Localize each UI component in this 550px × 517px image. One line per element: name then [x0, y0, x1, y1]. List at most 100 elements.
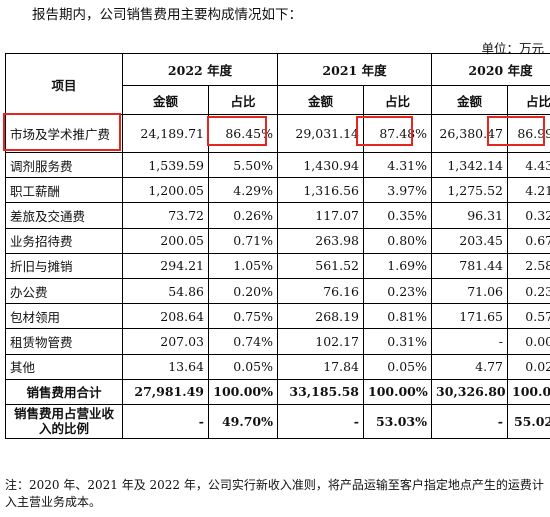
ratio-cell: 100.00%	[208, 378, 278, 405]
row-label: 调剂服务费	[5, 151, 123, 179]
amount-cell: 1,200.05	[122, 177, 209, 204]
ratio-cell: 0.02%	[507, 353, 550, 380]
year-header-2020: 2020 年度	[431, 53, 550, 86]
ratio-cell: 100.00%	[363, 378, 432, 405]
ratio-header: 占比	[363, 85, 432, 115]
table-row: 职工薪酬 1,200.05 4.29% 1,316.56 3.97% 1,275…	[5, 177, 550, 204]
table-row: 办公费 54.86 0.20% 76.16 0.23% 71.06 0.23%	[5, 277, 550, 305]
row-label: 差旅及交通费	[5, 202, 123, 229]
total-label: 销售费用合计	[5, 378, 123, 405]
ratio-cell: 86.99%	[507, 114, 550, 153]
row-label: 折旧与摊销	[5, 252, 123, 279]
amount-cell: 1,342.14	[431, 151, 508, 179]
amount-cell: 208.64	[122, 303, 209, 330]
ratio-cell: 4.31%	[363, 151, 432, 179]
table-row: 其他 13.64 0.05% 17.84 0.05% 4.77 0.02%	[5, 353, 550, 380]
amount-cell: 54.86	[122, 277, 209, 305]
amount-cell: 24,189.71	[122, 114, 209, 153]
ratio-cell: 100.00%	[507, 378, 550, 405]
amount-cell: 200.05	[122, 227, 209, 254]
ratio-cell: 3.97%	[363, 177, 432, 204]
amount-cell: -	[277, 403, 364, 439]
amount-cell: 102.17	[277, 328, 364, 355]
row-label: 包材领用	[5, 303, 123, 330]
row-label: 市场及学术推广费	[5, 114, 123, 153]
amount-cell: 117.07	[277, 202, 364, 229]
ratio-cell: 87.48%	[363, 114, 432, 153]
ratio-cell: 0.75%	[208, 303, 278, 330]
amount-cell: 33,185.58	[277, 378, 364, 405]
ratio-cell: 4.43%	[507, 151, 550, 179]
amount-cell: 1,430.94	[277, 151, 364, 179]
row-label: 职工薪酬	[5, 177, 123, 204]
footnote: 注：2020 年、2021 年及 2022 年，公司实行新收入准则，将产品运输至…	[5, 478, 544, 509]
ratio-cell: 49.70%	[208, 403, 278, 439]
amount-cell: -	[122, 403, 209, 439]
revenue-ratio-label: 销售费用占营业收入的比例	[5, 403, 123, 439]
amount-cell: 76.16	[277, 277, 364, 305]
amount-cell: 294.21	[122, 252, 209, 279]
ratio-header: 占比	[208, 85, 278, 115]
year-header-2022: 2022 年度	[122, 53, 278, 86]
table-row: 市场及学术推广费 24,189.71 86.45% 29,031.14 87.4…	[5, 114, 550, 153]
ratio-cell: 53.03%	[363, 403, 432, 439]
amount-cell: 13.64	[122, 353, 209, 380]
ratio-cell: 86.45%	[208, 114, 278, 153]
revenue-ratio-row: 销售费用占营业收入的比例 - 49.70% - 53.03% - 55.02%	[5, 403, 550, 439]
table-row: 业务招待费 200.05 0.71% 263.98 0.80% 203.45 0…	[5, 227, 550, 254]
ratio-cell: 0.26%	[208, 202, 278, 229]
amount-cell: 71.06	[431, 277, 508, 305]
ratio-cell: 0.80%	[363, 227, 432, 254]
amount-cell: 29,031.14	[277, 114, 364, 153]
amount-cell: 73.72	[122, 202, 209, 229]
ratio-cell: 0.67%	[507, 227, 550, 254]
ratio-cell: 4.29%	[208, 177, 278, 204]
ratio-cell: 0.05%	[208, 353, 278, 380]
ratio-cell: 2.58%	[507, 252, 550, 279]
ratio-cell: 0.20%	[208, 277, 278, 305]
intro-text: 报告期内，公司销售费用主要构成情况如下：	[32, 7, 302, 23]
ratio-cell: 55.02%	[507, 403, 550, 439]
amount-header: 金额	[431, 85, 508, 115]
unit-label: 单位：万元	[481, 41, 544, 56]
amount-cell: -	[431, 403, 508, 439]
ratio-cell: 0.23%	[363, 277, 432, 305]
amount-cell: 1,539.59	[122, 151, 209, 179]
row-label: 其他	[5, 353, 123, 380]
ratio-cell: 0.00%	[507, 328, 550, 355]
amount-cell: 17.84	[277, 353, 364, 380]
amount-cell: 1,275.52	[431, 177, 508, 204]
ratio-cell: 0.81%	[363, 303, 432, 330]
ratio-cell: 4.21%	[507, 177, 550, 204]
ratio-cell: 0.71%	[208, 227, 278, 254]
ratio-header: 占比	[507, 85, 550, 115]
table-row: 包材领用 208.64 0.75% 268.19 0.81% 171.65 0.…	[5, 303, 550, 330]
amount-cell: 27,981.49	[122, 378, 209, 405]
amount-header: 金额	[277, 85, 364, 115]
ratio-cell: 0.05%	[363, 353, 432, 380]
amount-header: 金额	[122, 85, 209, 115]
ratio-cell: 0.32%	[507, 202, 550, 229]
amount-cell: 203.45	[431, 227, 508, 254]
sales-expense-table: 项目 2022 年度 2021 年度 2020 年度 金额 占比 金额 占比 金…	[5, 53, 550, 439]
amount-cell: 96.31	[431, 202, 508, 229]
amount-cell: 781.44	[431, 252, 508, 279]
ratio-cell: 1.69%	[363, 252, 432, 279]
ratio-cell: 0.23%	[507, 277, 550, 305]
total-row: 销售费用合计 27,981.49 100.00% 33,185.58 100.0…	[5, 378, 550, 405]
ratio-cell: 0.35%	[363, 202, 432, 229]
table-row: 租赁物管费 207.03 0.74% 102.17 0.31% - 0.00%	[5, 328, 550, 355]
ratio-cell: 5.50%	[208, 151, 278, 179]
row-label: 租赁物管费	[5, 328, 123, 355]
amount-cell: 268.19	[277, 303, 364, 330]
table-row: 调剂服务费 1,539.59 5.50% 1,430.94 4.31% 1,34…	[5, 151, 550, 179]
year-header-2021: 2021 年度	[277, 53, 432, 86]
amount-cell: 4.77	[431, 353, 508, 380]
row-label: 业务招待费	[5, 227, 123, 254]
amount-cell: 26,380.47	[431, 114, 508, 153]
amount-cell: 1,316.56	[277, 177, 364, 204]
ratio-cell: 0.74%	[208, 328, 278, 355]
amount-cell: 30,326.80	[431, 378, 508, 405]
item-header: 项目	[5, 53, 123, 115]
ratio-cell: 0.31%	[363, 328, 432, 355]
